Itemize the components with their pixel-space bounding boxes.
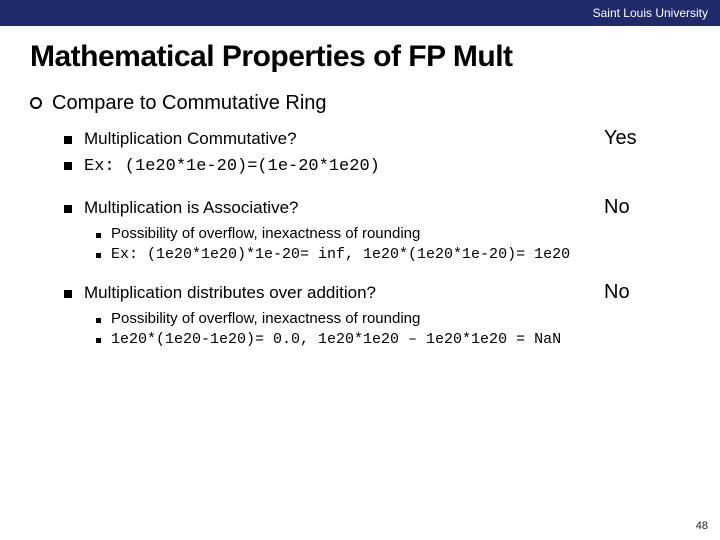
section-heading: Compare to Commutative Ring	[52, 92, 327, 115]
commutative-answer: Yes	[604, 127, 720, 150]
square-bullet-icon	[64, 205, 72, 213]
page-number: 48	[696, 520, 708, 532]
commutative-question-row: Multiplication Commutative? Yes	[64, 127, 720, 150]
slide-title: Mathematical Properties of FP Mult	[30, 40, 720, 74]
square-bullet-icon	[64, 136, 72, 144]
slide: Saint Louis University Mathematical Prop…	[0, 0, 720, 540]
small-square-bullet-icon	[96, 338, 101, 343]
small-square-bullet-icon	[96, 253, 101, 258]
associative-question: Multiplication is Associative?	[84, 198, 604, 218]
square-bullet-icon	[64, 290, 72, 298]
distributive-question-row: Multiplication distributes over addition…	[64, 281, 720, 304]
ring-bullet-icon	[30, 97, 42, 109]
commutative-example: Ex: (1e20*1e-20)=(1e-20*1e20)	[84, 157, 380, 176]
associative-sub2: Ex: (1e20*1e20)*1e-20= inf, 1e20*(1e20*1…	[111, 246, 570, 263]
university-name: Saint Louis University	[593, 6, 708, 20]
associative-sub1-row: Possibility of overflow, inexactness of …	[96, 225, 700, 242]
associative-sub2-row: Ex: (1e20*1e20)*1e-20= inf, 1e20*(1e20*1…	[96, 246, 700, 263]
associative-question-row: Multiplication is Associative? No	[64, 196, 720, 219]
slide-content: Compare to Commutative Ring Multiplicati…	[30, 92, 700, 348]
distributive-sub1-row: Possibility of overflow, inexactness of …	[96, 310, 700, 327]
distributive-question: Multiplication distributes over addition…	[84, 283, 604, 303]
section-heading-row: Compare to Commutative Ring	[30, 92, 700, 115]
associative-answer: No	[604, 196, 720, 219]
distributive-sub2: 1e20*(1e20-1e20)= 0.0, 1e20*1e20 – 1e20*…	[111, 331, 561, 348]
commutative-example-row: Ex: (1e20*1e-20)=(1e-20*1e20)	[64, 156, 700, 176]
associative-sub1: Possibility of overflow, inexactness of …	[111, 225, 420, 242]
distributive-sub2-row: 1e20*(1e20-1e20)= 0.0, 1e20*1e20 – 1e20*…	[96, 331, 700, 348]
distributive-sub1: Possibility of overflow, inexactness of …	[111, 310, 420, 327]
small-square-bullet-icon	[96, 318, 101, 323]
commutative-question: Multiplication Commutative?	[84, 129, 604, 149]
topbar: Saint Louis University	[0, 0, 720, 26]
small-square-bullet-icon	[96, 233, 101, 238]
square-bullet-icon	[64, 162, 72, 170]
distributive-answer: No	[604, 281, 720, 304]
